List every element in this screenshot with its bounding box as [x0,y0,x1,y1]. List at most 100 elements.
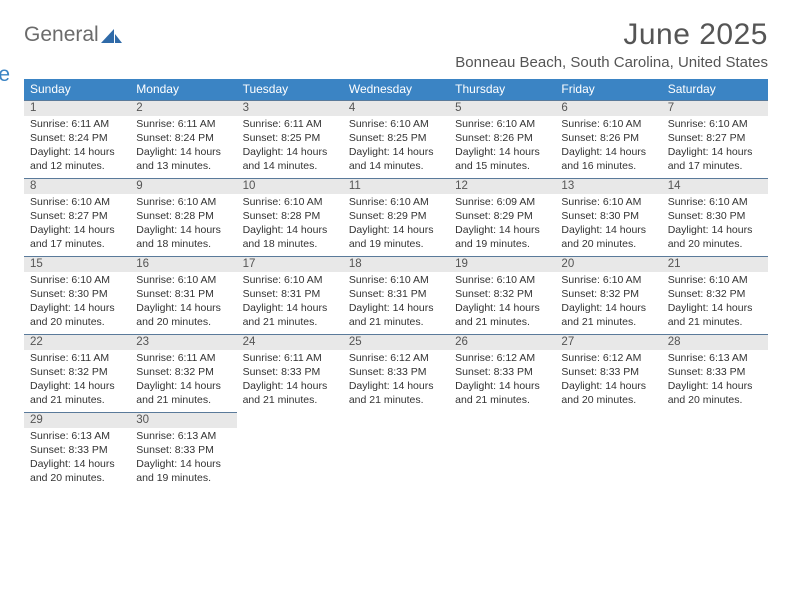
day-number: 30 [130,412,236,428]
calendar-cell: 11Sunrise: 6:10 AMSunset: 8:29 PMDayligh… [343,178,449,256]
sunset-line: Sunset: 8:33 PM [30,444,124,458]
sunset-line: Sunset: 8:31 PM [136,288,230,302]
day-details: Sunrise: 6:10 AMSunset: 8:31 PMDaylight:… [343,272,449,333]
calendar-grid: SundayMondayTuesdayWednesdayThursdayFrid… [24,79,768,490]
daylight-line: Daylight: 14 hours and 21 minutes. [561,302,655,330]
day-details: Sunrise: 6:11 AMSunset: 8:24 PMDaylight:… [24,116,130,177]
daylight-line: Daylight: 14 hours and 21 minutes. [455,302,549,330]
sunset-line: Sunset: 8:29 PM [349,210,443,224]
daylight-line: Daylight: 14 hours and 18 minutes. [243,224,337,252]
dow-friday: Friday [555,79,661,100]
sunset-line: Sunset: 8:32 PM [30,366,124,380]
calendar-cell: 18Sunrise: 6:10 AMSunset: 8:31 PMDayligh… [343,256,449,334]
daylight-line: Daylight: 14 hours and 21 minutes. [243,380,337,408]
sunrise-line: Sunrise: 6:13 AM [30,430,124,444]
daylight-line: Daylight: 14 hours and 18 minutes. [136,224,230,252]
title-block: June 2025 Bonneau Beach, South Carolina,… [455,18,768,71]
sunset-line: Sunset: 8:32 PM [668,288,762,302]
day-details: Sunrise: 6:10 AMSunset: 8:29 PMDaylight:… [343,194,449,255]
page-header: General Blue June 2025 Bonneau Beach, So… [24,18,768,71]
day-number: 4 [343,100,449,116]
location-subtitle: Bonneau Beach, South Carolina, United St… [455,54,768,71]
day-details: Sunrise: 6:10 AMSunset: 8:30 PMDaylight:… [662,194,768,255]
day-number: 15 [24,256,130,272]
day-number: 27 [555,334,661,350]
day-number: 1 [24,100,130,116]
day-details: Sunrise: 6:09 AMSunset: 8:29 PMDaylight:… [449,194,555,255]
daylight-line: Daylight: 14 hours and 20 minutes. [561,224,655,252]
calendar-cell: 5Sunrise: 6:10 AMSunset: 8:26 PMDaylight… [449,100,555,178]
week-row: 29Sunrise: 6:13 AMSunset: 8:33 PMDayligh… [24,412,768,490]
day-details: Sunrise: 6:13 AMSunset: 8:33 PMDaylight:… [130,428,236,489]
day-number: 18 [343,256,449,272]
calendar-cell: 24Sunrise: 6:11 AMSunset: 8:33 PMDayligh… [237,334,343,412]
day-number: 26 [449,334,555,350]
calendar-cell: 4Sunrise: 6:10 AMSunset: 8:25 PMDaylight… [343,100,449,178]
calendar-cell: 8Sunrise: 6:10 AMSunset: 8:27 PMDaylight… [24,178,130,256]
day-details: Sunrise: 6:10 AMSunset: 8:26 PMDaylight:… [555,116,661,177]
sunrise-line: Sunrise: 6:11 AM [136,352,230,366]
sunset-line: Sunset: 8:33 PM [668,366,762,380]
sunrise-line: Sunrise: 6:10 AM [561,118,655,132]
logo: General Blue [24,18,121,67]
sunset-line: Sunset: 8:24 PM [136,132,230,146]
calendar-cell: 1Sunrise: 6:11 AMSunset: 8:24 PMDaylight… [24,100,130,178]
calendar-cell [237,412,343,490]
sunset-line: Sunset: 8:28 PM [136,210,230,224]
sunrise-line: Sunrise: 6:11 AM [243,352,337,366]
sunrise-line: Sunrise: 6:10 AM [349,118,443,132]
daylight-line: Daylight: 14 hours and 21 minutes. [243,302,337,330]
day-details: Sunrise: 6:11 AMSunset: 8:25 PMDaylight:… [237,116,343,177]
dow-wednesday: Wednesday [343,79,449,100]
day-details: Sunrise: 6:10 AMSunset: 8:26 PMDaylight:… [449,116,555,177]
day-details: Sunrise: 6:10 AMSunset: 8:31 PMDaylight:… [237,272,343,333]
day-details: Sunrise: 6:10 AMSunset: 8:32 PMDaylight:… [555,272,661,333]
calendar-cell: 7Sunrise: 6:10 AMSunset: 8:27 PMDaylight… [662,100,768,178]
day-number: 19 [449,256,555,272]
sunrise-line: Sunrise: 6:10 AM [668,196,762,210]
sunrise-line: Sunrise: 6:11 AM [30,352,124,366]
sunrise-line: Sunrise: 6:10 AM [455,118,549,132]
day-details: Sunrise: 6:12 AMSunset: 8:33 PMDaylight:… [449,350,555,411]
sunrise-line: Sunrise: 6:09 AM [455,196,549,210]
calendar-cell: 20Sunrise: 6:10 AMSunset: 8:32 PMDayligh… [555,256,661,334]
calendar-cell [555,412,661,490]
day-number: 14 [662,178,768,194]
day-number: 25 [343,334,449,350]
sunset-line: Sunset: 8:26 PM [561,132,655,146]
sunrise-line: Sunrise: 6:13 AM [668,352,762,366]
calendar-cell: 9Sunrise: 6:10 AMSunset: 8:28 PMDaylight… [130,178,236,256]
logo-wordmark: General Blue [24,24,121,67]
sunrise-line: Sunrise: 6:10 AM [668,274,762,288]
day-number: 28 [662,334,768,350]
sunset-line: Sunset: 8:27 PM [668,132,762,146]
day-number: 22 [24,334,130,350]
calendar-cell: 30Sunrise: 6:13 AMSunset: 8:33 PMDayligh… [130,412,236,490]
sunrise-line: Sunrise: 6:11 AM [136,118,230,132]
daylight-line: Daylight: 14 hours and 20 minutes. [30,302,124,330]
sunset-line: Sunset: 8:25 PM [243,132,337,146]
sunset-line: Sunset: 8:33 PM [243,366,337,380]
daylight-line: Daylight: 14 hours and 17 minutes. [668,146,762,174]
sunrise-line: Sunrise: 6:12 AM [349,352,443,366]
sunset-line: Sunset: 8:31 PM [243,288,337,302]
day-details: Sunrise: 6:13 AMSunset: 8:33 PMDaylight:… [662,350,768,411]
calendar-cell: 6Sunrise: 6:10 AMSunset: 8:26 PMDaylight… [555,100,661,178]
dow-monday: Monday [130,79,236,100]
sunrise-line: Sunrise: 6:10 AM [243,274,337,288]
sunset-line: Sunset: 8:27 PM [30,210,124,224]
day-details: Sunrise: 6:10 AMSunset: 8:32 PMDaylight:… [662,272,768,333]
day-number: 6 [555,100,661,116]
calendar-cell: 28Sunrise: 6:13 AMSunset: 8:33 PMDayligh… [662,334,768,412]
daylight-line: Daylight: 14 hours and 16 minutes. [561,146,655,174]
day-number: 13 [555,178,661,194]
day-number: 5 [449,100,555,116]
sunset-line: Sunset: 8:32 PM [136,366,230,380]
daylight-line: Daylight: 14 hours and 15 minutes. [455,146,549,174]
month-title: June 2025 [455,18,768,52]
sunrise-line: Sunrise: 6:10 AM [349,274,443,288]
sunrise-line: Sunrise: 6:10 AM [349,196,443,210]
daylight-line: Daylight: 14 hours and 21 minutes. [668,302,762,330]
sunset-line: Sunset: 8:33 PM [349,366,443,380]
logo-text-general: General [24,23,99,46]
